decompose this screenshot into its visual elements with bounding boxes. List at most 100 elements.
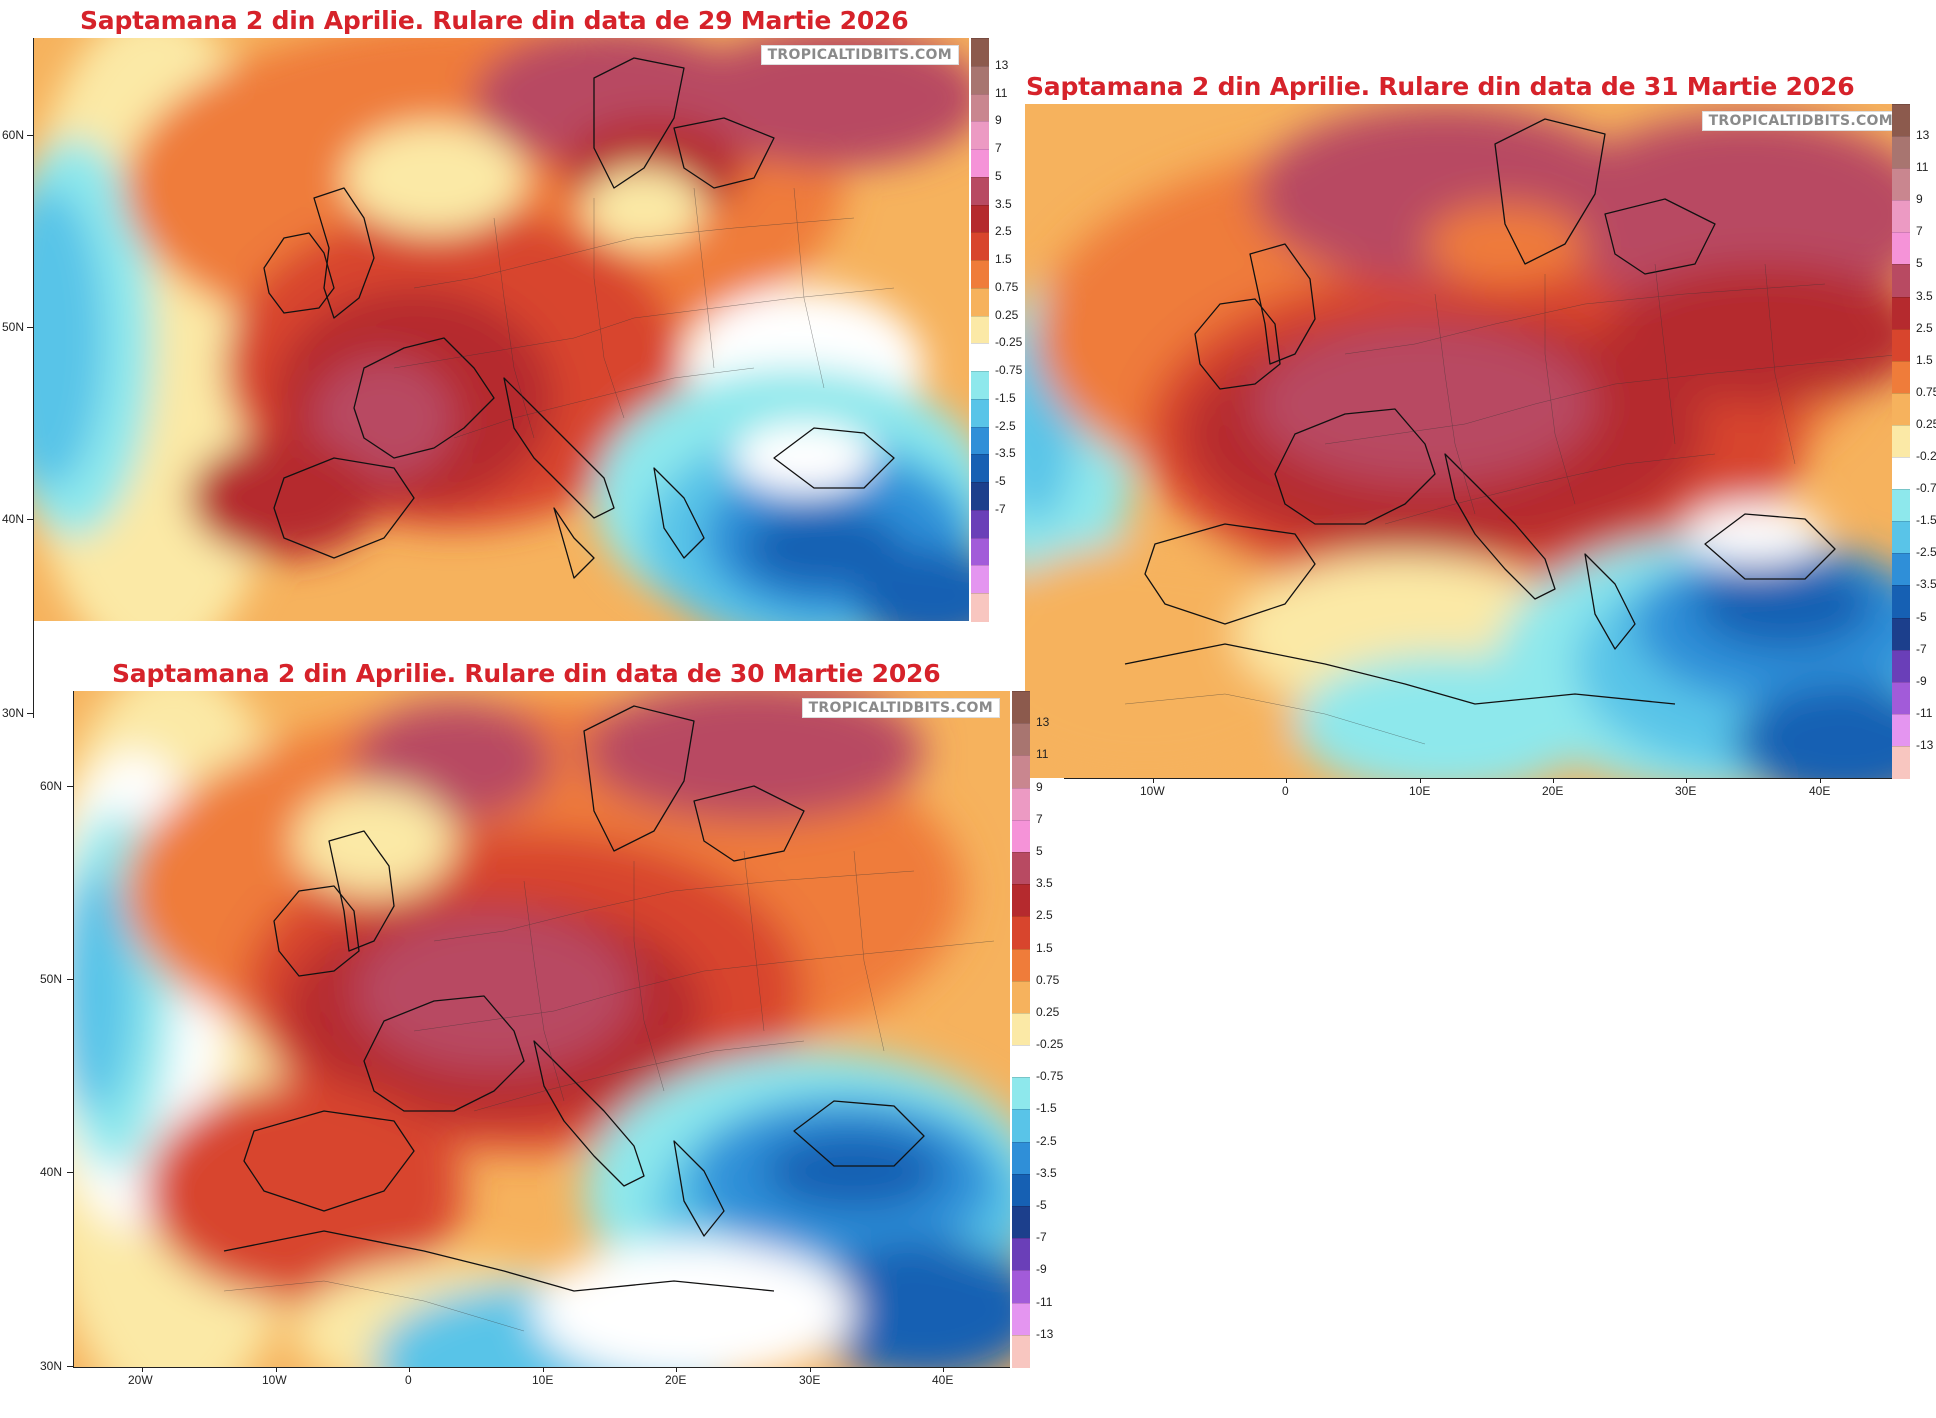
lon-axis [73,1367,1010,1368]
panel-title: Saptamana 2 din Aprilie. Rulare din data… [1026,72,1855,101]
temperature-anomaly-field [1025,104,1910,778]
lat-label: 50N [40,972,63,986]
colorbar-label: 7 [1916,224,1923,239]
colorbar-label: 5 [1036,843,1043,858]
colorbar-label: 0.25 [1916,416,1936,431]
colorbar-swatch [1012,819,1030,853]
colorbar-swatch [971,371,989,400]
colorbar-label: 0.25 [1036,1004,1060,1019]
colorbar-swatch [1892,521,1910,555]
lat-tick [27,327,33,328]
lat-tick [67,786,73,787]
lon-label: 20E [1542,784,1564,798]
colorbar-swatch [971,537,989,567]
colorbar-label: 9 [995,113,1002,128]
borders [1124,263,1906,745]
colorbar-label: 13 [995,57,1009,72]
lon-tick [676,1367,677,1372]
lat-tick [67,979,73,980]
lat-tick [27,713,33,714]
colorbar-swatch [971,454,989,484]
colorbar-swatch [1012,916,1030,950]
colorbar-swatch [1892,264,1910,298]
lon-label: 30E [1675,784,1697,798]
colorbar-swatch [1892,713,1910,747]
map-panel-run-30: Saptamana 2 din Aprilie. Rulare din data… [0,655,1080,1418]
colorbar-swatch [1892,553,1910,587]
colorbar: 13 11 9 7 5 3.5 2.5 1.5 0.75 0.25 -0.2 -0.7 -1.5 -2.5… [1892,104,1936,779]
borders [393,187,895,439]
colorbar-swatch [1012,691,1030,725]
lat-tick [27,135,33,136]
lon-tick [1286,778,1287,783]
colorbar-swatch [1012,1334,1030,1368]
lon-axis [1064,778,1910,779]
colorbar-swatch [1012,980,1030,1014]
colorbar-label: 5 [995,168,1002,183]
colorbar-label: -5 [1916,609,1927,624]
colorbar-label: -0.25 [995,335,1023,350]
lon-tick [543,1367,544,1372]
colorbar-swatch [1892,457,1910,491]
coastlines [1124,118,1836,705]
lon-tick [810,1367,811,1372]
colorbar-label: -0.7 [1916,481,1936,496]
colorbar-label: 9 [1036,779,1043,794]
colorbar-label: 9 [1916,192,1923,207]
colorbar-label: -5 [1036,1198,1047,1213]
colorbar-label: -7 [1036,1230,1047,1245]
lat-label: 30N [2,706,25,720]
colorbar-swatch [1892,136,1910,170]
colorbar-swatch [1892,745,1910,779]
colorbar-swatch [1892,489,1910,523]
lat-axis [73,691,74,1368]
lon-label: 10E [532,1373,554,1387]
colorbar-swatch [1012,1077,1030,1111]
colorbar-label: -0.2 [1916,449,1936,464]
colorbar-label: -0.25 [1036,1037,1064,1052]
colorbar-label: -7 [995,501,1006,516]
colorbar-swatch [971,260,989,289]
panel-title: Saptamana 2 din Aprilie. Rulare din data… [80,6,909,35]
lon-tick [1686,778,1687,783]
colorbar-swatch [971,343,989,373]
colorbar-swatch [971,593,989,622]
colorbar-swatch [1892,328,1910,362]
colorbar-label: -1.5 [995,390,1016,405]
colorbar-swatch [1012,1173,1030,1208]
anomaly-map: TROPICALTIDBITS.COM [74,691,1010,1367]
colorbar-swatch [1012,948,1030,982]
lon-label: 10E [1409,784,1431,798]
map-panel-run-31: Saptamana 2 din Aprilie. Rulare din data… [1000,70,1936,810]
lon-label: 10W [1140,784,1165,798]
colorbar-swatch [1892,296,1910,330]
colorbar-swatch [1012,851,1030,886]
colorbar-swatch [1892,649,1910,683]
colorbar-swatch [971,176,989,206]
colorbar-swatch [1012,755,1030,789]
colorbar-swatch [1012,1141,1030,1175]
colorbar-label: 0.75 [1036,972,1060,987]
lon-label: 40E [1809,784,1831,798]
colorbar-label: -3.5 [1916,577,1936,592]
colorbar-label: 5 [1916,256,1923,271]
colorbar-label: -7 [1916,641,1927,656]
colorbar-label: -11 [1036,1294,1053,1309]
colorbar-swatch [971,509,989,539]
colorbar-swatch [1892,168,1910,202]
lon-tick [409,1367,410,1372]
colorbar-label: -2.5 [1036,1133,1057,1148]
colorbar-label: -13 [1916,737,1934,752]
lat-tick [67,1172,73,1173]
panel-title: Saptamana 2 din Aprilie. Rulare din data… [112,659,941,688]
colorbar-swatch [1012,1109,1030,1143]
colorbar-label: 2.5 [1036,908,1053,923]
lat-tick [67,1366,73,1367]
colorbar-label: 13 [1036,715,1050,730]
colorbar-swatch [1012,1302,1030,1336]
colorbar: 13 11 9 7 5 3.5 2.5 1.5 0.75 0.25 -0.25 -0.75 -1.5 -2… [971,38,1031,622]
lon-label: 10W [262,1373,287,1387]
colorbar-swatch [971,315,989,345]
colorbar-label: 1.5 [1916,352,1933,367]
colorbar-label: 0.25 [995,307,1019,322]
